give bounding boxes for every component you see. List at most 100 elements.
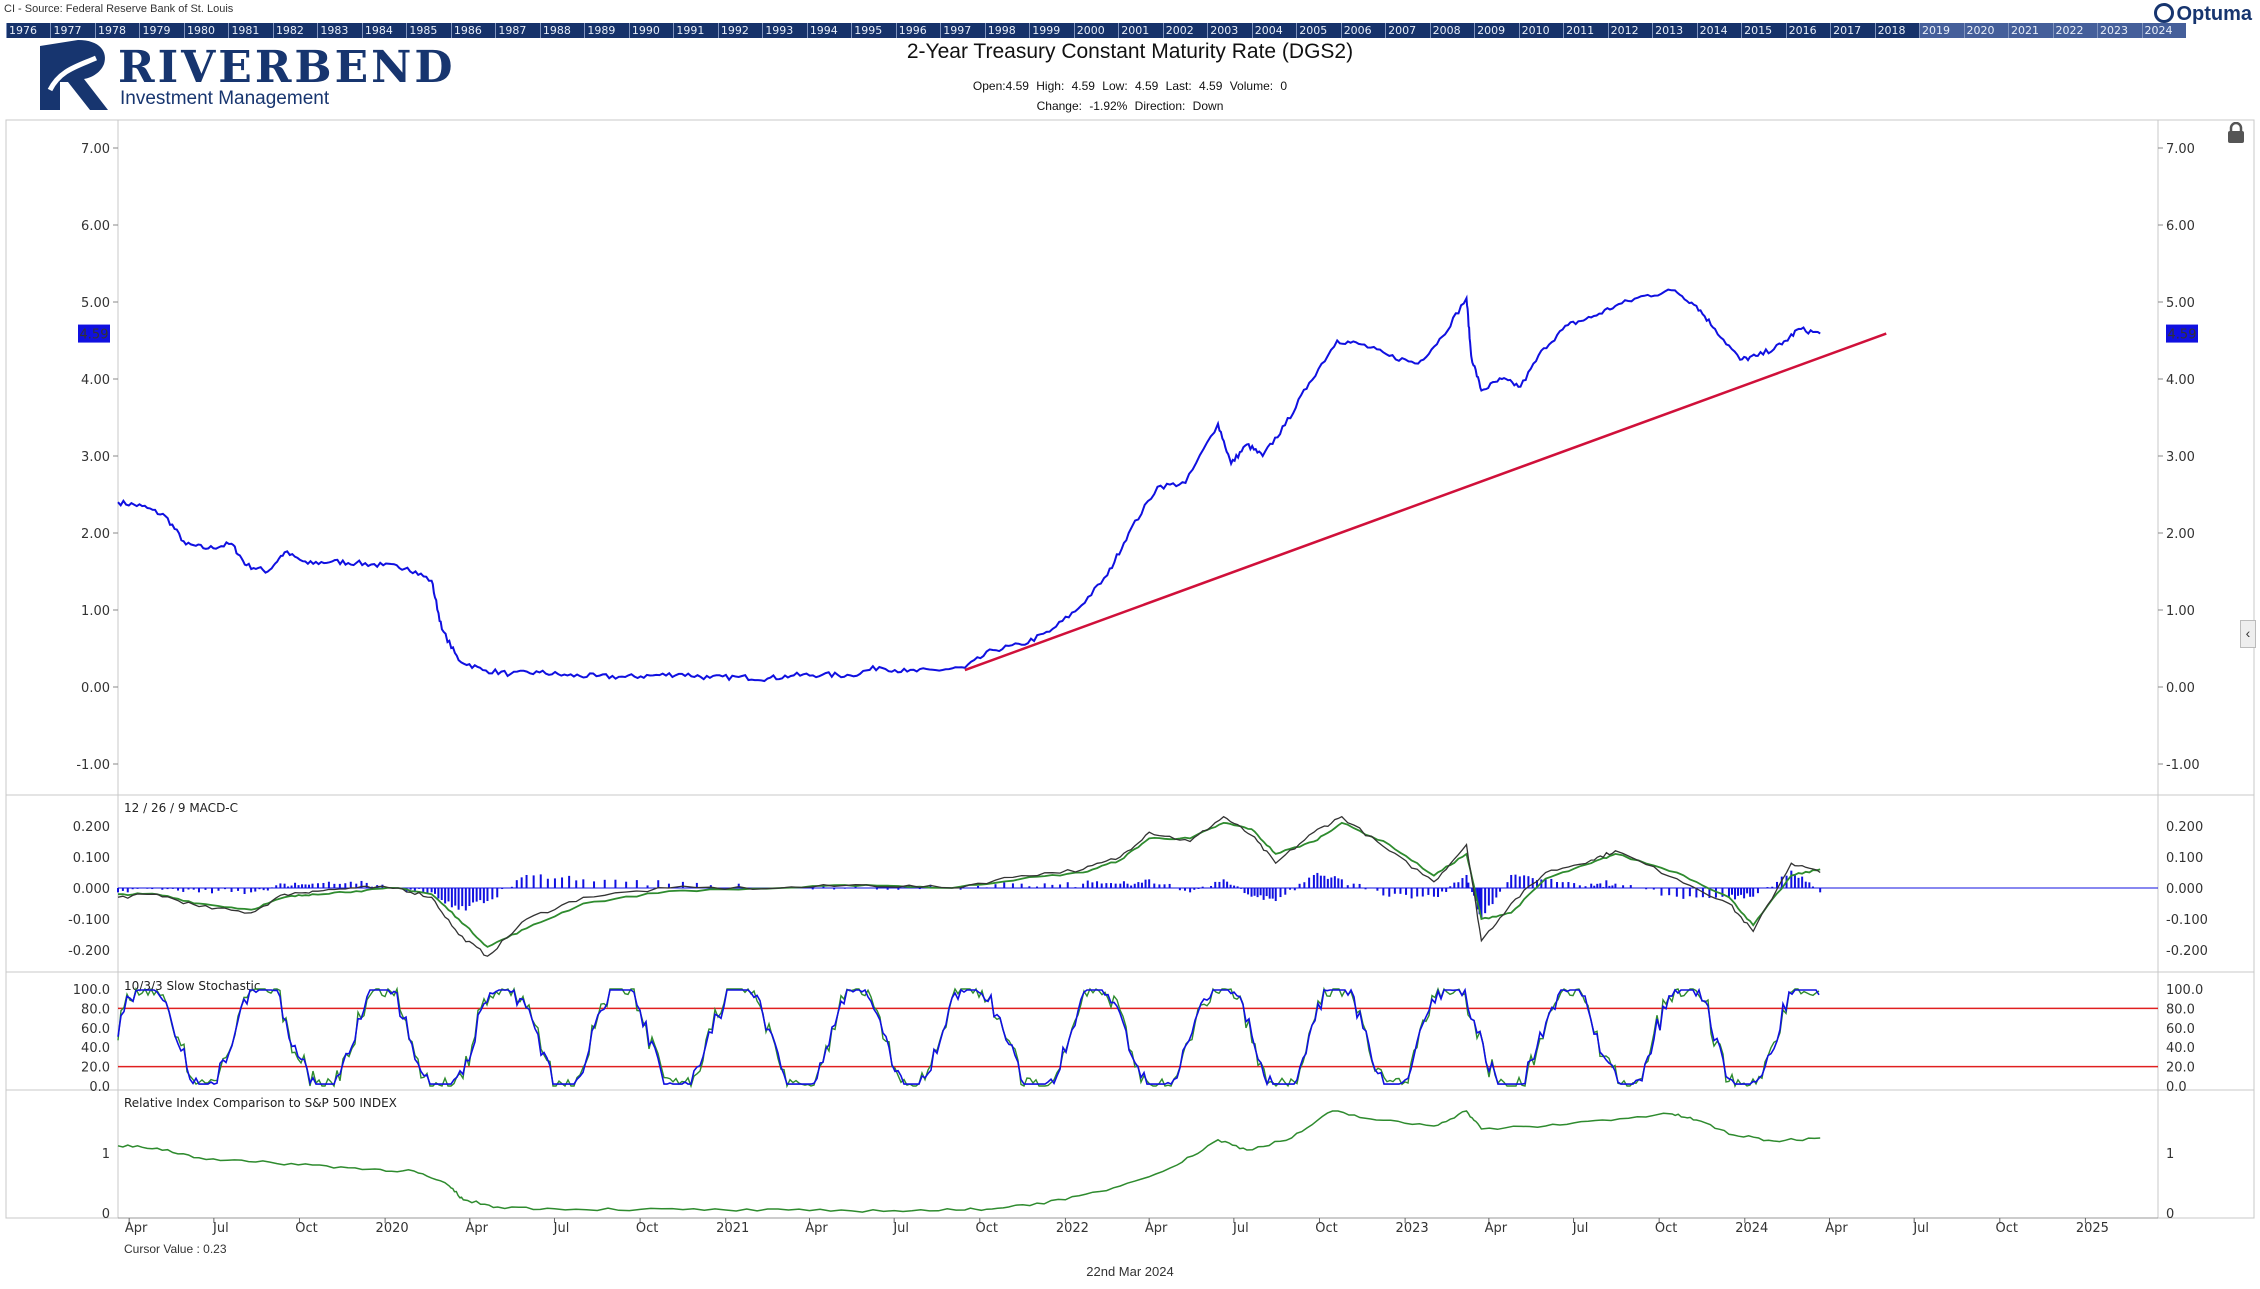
year-label[interactable]: 2008 xyxy=(1432,24,1461,37)
year-label[interactable]: 1994 xyxy=(809,24,838,37)
stoch-d-line[interactable] xyxy=(117,986,1820,1089)
year-separator xyxy=(1429,23,1431,38)
year-separator xyxy=(851,23,853,38)
year-label[interactable]: 2024 xyxy=(2144,24,2173,37)
year-label[interactable]: 2011 xyxy=(1566,24,1595,37)
year-separator xyxy=(1874,23,1876,38)
year-label[interactable]: 1982 xyxy=(275,24,304,37)
year-label[interactable]: 2010 xyxy=(1521,24,1550,37)
year-scrollbar[interactable]: 1976 1977 1978 1979 1980 1981 1982 1983 1984 1985… xyxy=(6,23,2186,38)
stoch-panel-label: 10/3/3 Slow Stochastic xyxy=(124,979,260,993)
year-separator xyxy=(895,23,897,38)
year-label[interactable]: 2016 xyxy=(1788,24,1817,37)
macd-y-tick-left: 0.200 xyxy=(73,820,110,835)
year-label[interactable]: 2013 xyxy=(1655,24,1684,37)
year-label[interactable]: 2001 xyxy=(1121,24,1150,37)
year-label[interactable]: 1989 xyxy=(587,24,616,37)
year-label[interactable]: 1984 xyxy=(364,24,393,37)
stoch-y-tick-left: 100.0 xyxy=(73,983,110,998)
last-value-badge-left xyxy=(78,324,110,343)
year-label[interactable]: 1976 xyxy=(9,24,37,37)
year-label[interactable]: 1979 xyxy=(142,24,171,37)
price-y-tick-right: 7.00 xyxy=(2166,142,2195,157)
year-label[interactable]: 2000 xyxy=(1076,24,1105,37)
rel-y-tick-right: 0 xyxy=(2166,1207,2174,1222)
year-label[interactable]: 2005 xyxy=(1299,24,1328,37)
year-label[interactable]: 2009 xyxy=(1477,24,1506,37)
year-separator xyxy=(628,23,630,38)
year-label[interactable]: 2020 xyxy=(1966,24,1995,37)
price-y-tick-left: 4.00 xyxy=(81,373,110,388)
price-y-tick-left: 3.00 xyxy=(81,450,110,465)
year-separator xyxy=(673,23,675,38)
year-label[interactable]: 2002 xyxy=(1165,24,1194,37)
year-separator xyxy=(1385,23,1387,38)
year-label[interactable]: 2007 xyxy=(1388,24,1417,37)
last-value-label-right: 4.59 xyxy=(2168,328,2197,343)
stoch-k-line[interactable] xyxy=(117,987,1820,1087)
year-label[interactable]: 2014 xyxy=(1699,24,1728,37)
year-label[interactable]: 1990 xyxy=(631,24,660,37)
year-label[interactable]: 1999 xyxy=(1032,24,1061,37)
price-y-tick-right: 4.00 xyxy=(2166,373,2195,388)
optuma-brand: Optuma xyxy=(2154,3,2252,26)
year-label[interactable]: 1991 xyxy=(676,24,705,37)
year-label[interactable]: 1996 xyxy=(898,24,927,37)
year-separator xyxy=(1563,23,1565,38)
year-label[interactable]: 1977 xyxy=(53,24,82,37)
price-y-tick-left: 7.00 xyxy=(81,142,110,157)
year-separator xyxy=(1830,23,1832,38)
macd-signal-line[interactable] xyxy=(117,821,1821,948)
year-label[interactable]: 1987 xyxy=(498,24,527,37)
x-tick-label: Oct xyxy=(636,1221,658,1236)
x-tick-label: Oct xyxy=(1996,1221,2018,1236)
year-label[interactable]: 1978 xyxy=(97,24,126,37)
year-label[interactable]: 2015 xyxy=(1744,24,1773,37)
year-label[interactable]: 1985 xyxy=(409,24,438,37)
macd-y-tick-right: -0.200 xyxy=(2166,944,2208,959)
x-tick-label: 2023 xyxy=(1396,1221,1429,1236)
year-label[interactable]: 2022 xyxy=(2055,24,2084,37)
year-label[interactable]: 2019 xyxy=(1922,24,1951,37)
x-tick-label: Apr xyxy=(1825,1221,1848,1236)
x-tick-label: 2024 xyxy=(1735,1221,1768,1236)
year-separator xyxy=(1118,23,1120,38)
lock-icon[interactable] xyxy=(2224,122,2248,144)
year-separator xyxy=(539,23,541,38)
year-label[interactable]: 2018 xyxy=(1877,24,1906,37)
year-label[interactable]: 2004 xyxy=(1254,24,1283,37)
year-separator xyxy=(495,23,497,38)
year-label[interactable]: 2023 xyxy=(2100,24,2129,37)
year-label[interactable]: 1980 xyxy=(186,24,215,37)
year-label[interactable]: 1983 xyxy=(320,24,349,37)
price-series-line[interactable] xyxy=(117,288,1821,683)
year-label[interactable]: 1988 xyxy=(542,24,571,37)
collapse-panel-button[interactable]: ‹ xyxy=(2240,620,2256,648)
year-label[interactable]: 1997 xyxy=(943,24,972,37)
macd-line[interactable] xyxy=(117,815,1821,957)
source-label: CI - Source: Federal Reserve Bank of St.… xyxy=(4,3,234,15)
year-label[interactable]: 1998 xyxy=(987,24,1016,37)
x-tick-label: Oct xyxy=(976,1221,998,1236)
year-label[interactable]: 2017 xyxy=(1833,24,1862,37)
macd-y-tick-left: -0.100 xyxy=(68,913,110,928)
stoch-y-tick-right: 60.0 xyxy=(2166,1022,2195,1037)
relative-index-line[interactable] xyxy=(117,1110,1821,1213)
year-separator xyxy=(2141,23,2143,38)
year-separator xyxy=(183,23,185,38)
trendline[interactable] xyxy=(964,332,1887,672)
year-label[interactable]: 1986 xyxy=(453,24,482,37)
year-label[interactable]: 2003 xyxy=(1210,24,1239,37)
year-separator xyxy=(6,23,7,38)
year-label[interactable]: 2021 xyxy=(2011,24,2040,37)
price-y-tick-right: 1.00 xyxy=(2166,604,2195,619)
footer-date: 22nd Mar 2024 xyxy=(1086,1264,1174,1279)
year-label[interactable]: 1981 xyxy=(231,24,260,37)
year-label[interactable]: 1992 xyxy=(720,24,749,37)
year-label[interactable]: 1993 xyxy=(765,24,794,37)
year-label[interactable]: 1995 xyxy=(854,24,883,37)
macd-y-tick-right: 0.100 xyxy=(2166,851,2203,866)
year-label[interactable]: 2006 xyxy=(1343,24,1372,37)
year-label[interactable]: 2012 xyxy=(1610,24,1639,37)
